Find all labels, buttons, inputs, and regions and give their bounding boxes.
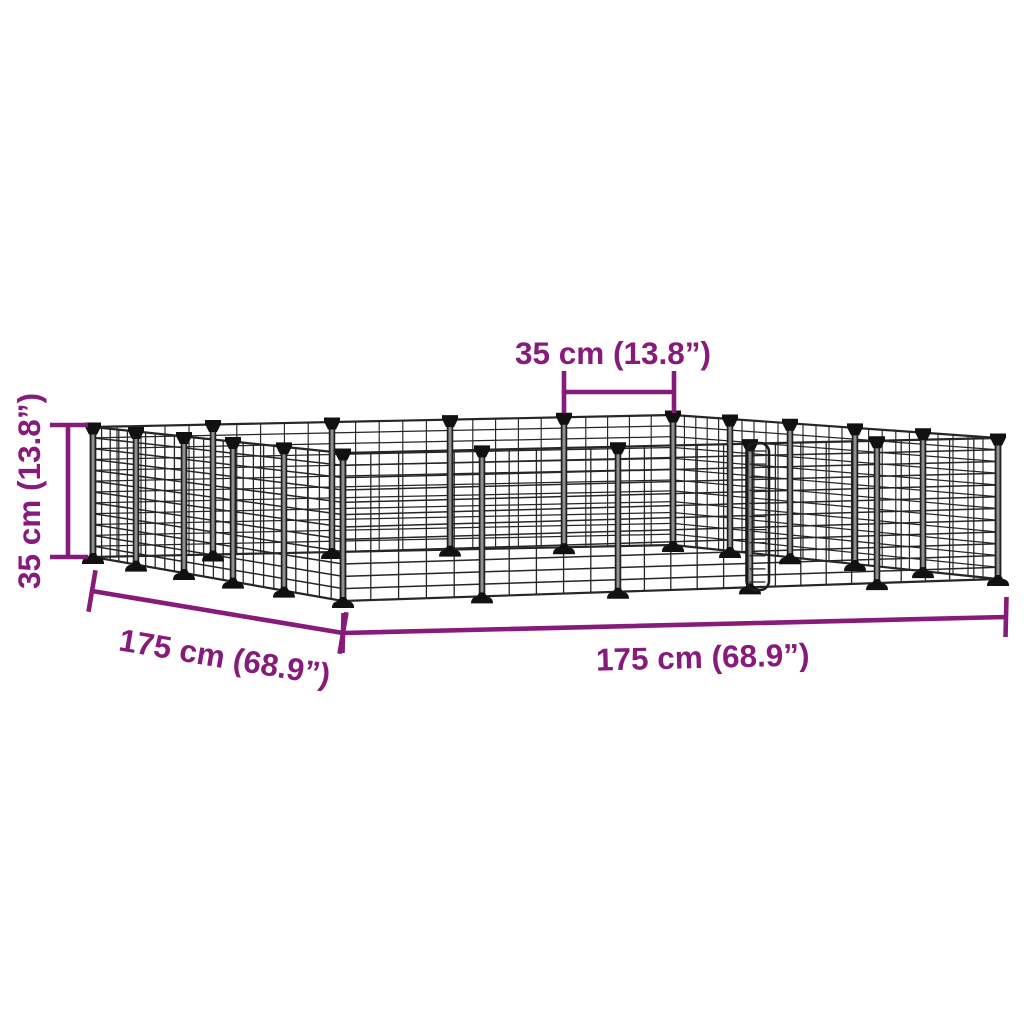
- cap-connector: [205, 420, 221, 433]
- foot-base: [125, 560, 147, 572]
- foot-base: [82, 553, 104, 564]
- cap-connector: [610, 442, 626, 455]
- cap-connector: [85, 422, 101, 435]
- dimension-bracket-panel-width: [561, 371, 677, 413]
- dimension-label-panel-width: 35 cm (13.8”): [515, 335, 711, 371]
- cap-connector: [665, 410, 681, 423]
- cap-connector: [324, 417, 340, 430]
- cap-connector: [782, 418, 798, 431]
- cap-connector: [335, 448, 351, 461]
- cap-connector: [128, 426, 144, 439]
- foot-base: [439, 545, 461, 557]
- cap-connector: [442, 415, 458, 428]
- foot-base: [332, 597, 354, 608]
- foot-base: [321, 548, 343, 560]
- foot-base: [173, 569, 195, 581]
- foot-base: [471, 592, 493, 604]
- foot-base: [987, 575, 1009, 586]
- wall-front-left: [92, 425, 344, 603]
- foot-base: [866, 579, 888, 591]
- dimension-width: 175 cm (68.9”): [340, 596, 1009, 678]
- wall-back-right-posts: [662, 410, 1009, 586]
- foot-base: [912, 567, 934, 579]
- foot-base: [844, 560, 866, 572]
- foot-base: [273, 586, 295, 598]
- playpen-illustration: [82, 410, 1009, 608]
- wall-back-right: [672, 413, 999, 581]
- wall-back-left-posts: [82, 410, 684, 564]
- dimension-label-width: 175 cm (68.9”): [596, 636, 810, 677]
- dimension-label-depth: 175 cm (68.9”): [117, 622, 334, 693]
- dimension-bracket-width: [340, 596, 1009, 654]
- cap-connector: [915, 428, 931, 441]
- dimension-label-height: 35 cm (13.8”): [11, 393, 47, 589]
- posts-and-connectors: [82, 410, 1009, 608]
- cap-connector: [474, 445, 490, 458]
- cap-connector: [556, 412, 572, 425]
- foot-base: [719, 546, 741, 558]
- foot-base: [662, 541, 684, 552]
- dimension-height: 35 cm (13.8”): [11, 393, 88, 589]
- cap-connector: [722, 414, 738, 427]
- cap-connector: [869, 436, 885, 449]
- playpen-door: [745, 441, 771, 592]
- cap-connector: [225, 437, 241, 450]
- cap-connector: [276, 442, 292, 455]
- foot-base: [607, 587, 629, 599]
- cap-connector: [176, 431, 192, 444]
- dimension-panel-width: 35 cm (13.8”): [515, 335, 711, 413]
- wall-front-right-posts: [332, 433, 1009, 608]
- foot-base: [202, 550, 224, 562]
- foot-base: [222, 577, 244, 589]
- cap-connector: [990, 433, 1006, 446]
- foot-base: [553, 543, 575, 555]
- dimension-bracket-height: [50, 422, 88, 560]
- cap-connector: [847, 423, 863, 436]
- foot-base: [779, 553, 801, 565]
